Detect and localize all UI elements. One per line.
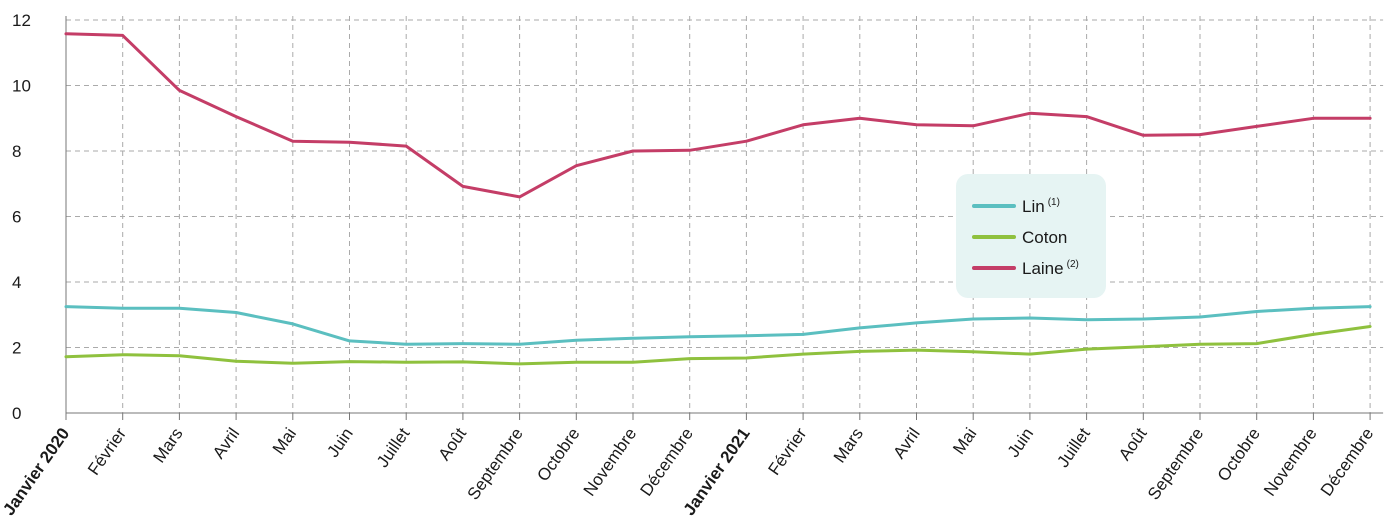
- y-tick-label: 0: [12, 404, 21, 423]
- x-tick-label: Février: [84, 424, 130, 479]
- x-tick-label: Avril: [889, 424, 923, 462]
- y-tick-label: 8: [12, 142, 21, 161]
- x-tick-label: Juillet: [373, 424, 414, 471]
- x-tick-label: Avril: [209, 424, 243, 462]
- x-tick-label: Mars: [830, 424, 867, 466]
- series-line-lin: [64, 305, 1372, 346]
- x-tick-label: Novembre: [1260, 424, 1321, 499]
- series-lines: [64, 32, 1372, 366]
- x-tick-label: Septembre: [1144, 424, 1207, 503]
- y-tick-label: 2: [12, 339, 21, 358]
- legend-footnote: (1): [1048, 197, 1060, 208]
- y-axis-ticks: 0 2 4 6 8 10 12: [12, 11, 31, 423]
- x-tick-label: Octobre: [1214, 424, 1264, 484]
- legend-label: Coton: [1022, 228, 1067, 247]
- x-axis-ticks: Janvier 2020 Février Mars Avril Mai Juin Juill…: [0, 413, 1377, 519]
- x-tick-label: Juillet: [1053, 424, 1094, 471]
- x-tick-label: Janvier 2020: [0, 424, 73, 519]
- series-line-coton: [64, 325, 1372, 366]
- x-tick-label: Septembre: [464, 424, 527, 503]
- x-tick-label: Mai: [269, 424, 300, 457]
- legend-footnote: (2): [1067, 259, 1079, 270]
- series-line-laine: [64, 32, 1372, 199]
- y-tick-label: 6: [12, 208, 21, 227]
- axes: [65, 16, 1384, 414]
- y-tick-label: 10: [12, 77, 31, 96]
- x-tick-label: Août: [1115, 424, 1151, 464]
- legend-series-name: Laine: [1022, 259, 1064, 278]
- legend-label: Lin (1): [1022, 197, 1060, 216]
- y-tick-label: 4: [12, 273, 21, 292]
- x-tick-label: Décembre: [636, 424, 697, 499]
- x-tick-label: Juin: [323, 424, 356, 460]
- legend-series-name: Coton: [1022, 228, 1067, 247]
- grid-lines: [66, 16, 1384, 413]
- x-tick-label: Mai: [949, 424, 980, 457]
- legend-label: Laine (2): [1022, 259, 1079, 278]
- legend: Lin (1) Coton Laine (2): [956, 174, 1106, 298]
- x-tick-label: Décembre: [1317, 424, 1378, 499]
- x-tick-label: Juin: [1004, 424, 1037, 460]
- legend-series-name: Lin: [1022, 197, 1045, 216]
- x-tick-label: Février: [764, 424, 810, 479]
- y-tick-label: 12: [12, 11, 31, 30]
- x-tick-label: Novembre: [580, 424, 641, 499]
- x-tick-label: Octobre: [533, 424, 583, 484]
- x-tick-label: Mars: [149, 424, 186, 466]
- x-tick-label: Août: [435, 424, 471, 464]
